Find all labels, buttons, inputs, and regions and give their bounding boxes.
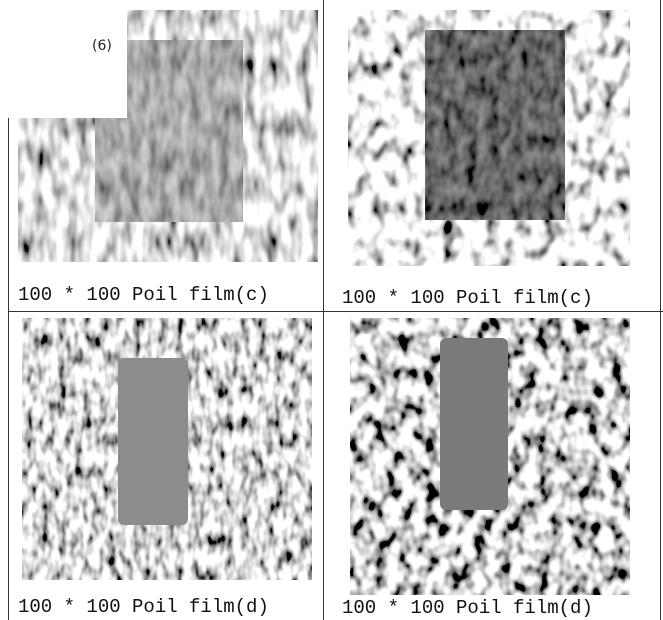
image-bottom-left bbox=[22, 318, 312, 580]
figure: (6) 100 * 100 Poil film(c) 100 * 100 Poi… bbox=[0, 0, 663, 620]
label-box bbox=[0, 0, 127, 118]
target-region bbox=[440, 338, 508, 510]
page: (6) 100 * 100 Poil film(c) 100 * 100 Poi… bbox=[0, 0, 663, 620]
target-region bbox=[118, 358, 188, 525]
caption: 100 * 100 Poil film(d) bbox=[342, 597, 593, 619]
figure-label: (6) bbox=[92, 38, 112, 54]
caption: 100 * 100 Poil film(c) bbox=[18, 284, 269, 306]
caption: 100 * 100 Poil film(c) bbox=[342, 287, 593, 309]
image-top-right bbox=[348, 10, 630, 266]
image-bottom-right bbox=[350, 318, 630, 595]
target-region bbox=[425, 30, 565, 220]
caption: 100 * 100 Poil film(d) bbox=[18, 596, 269, 618]
